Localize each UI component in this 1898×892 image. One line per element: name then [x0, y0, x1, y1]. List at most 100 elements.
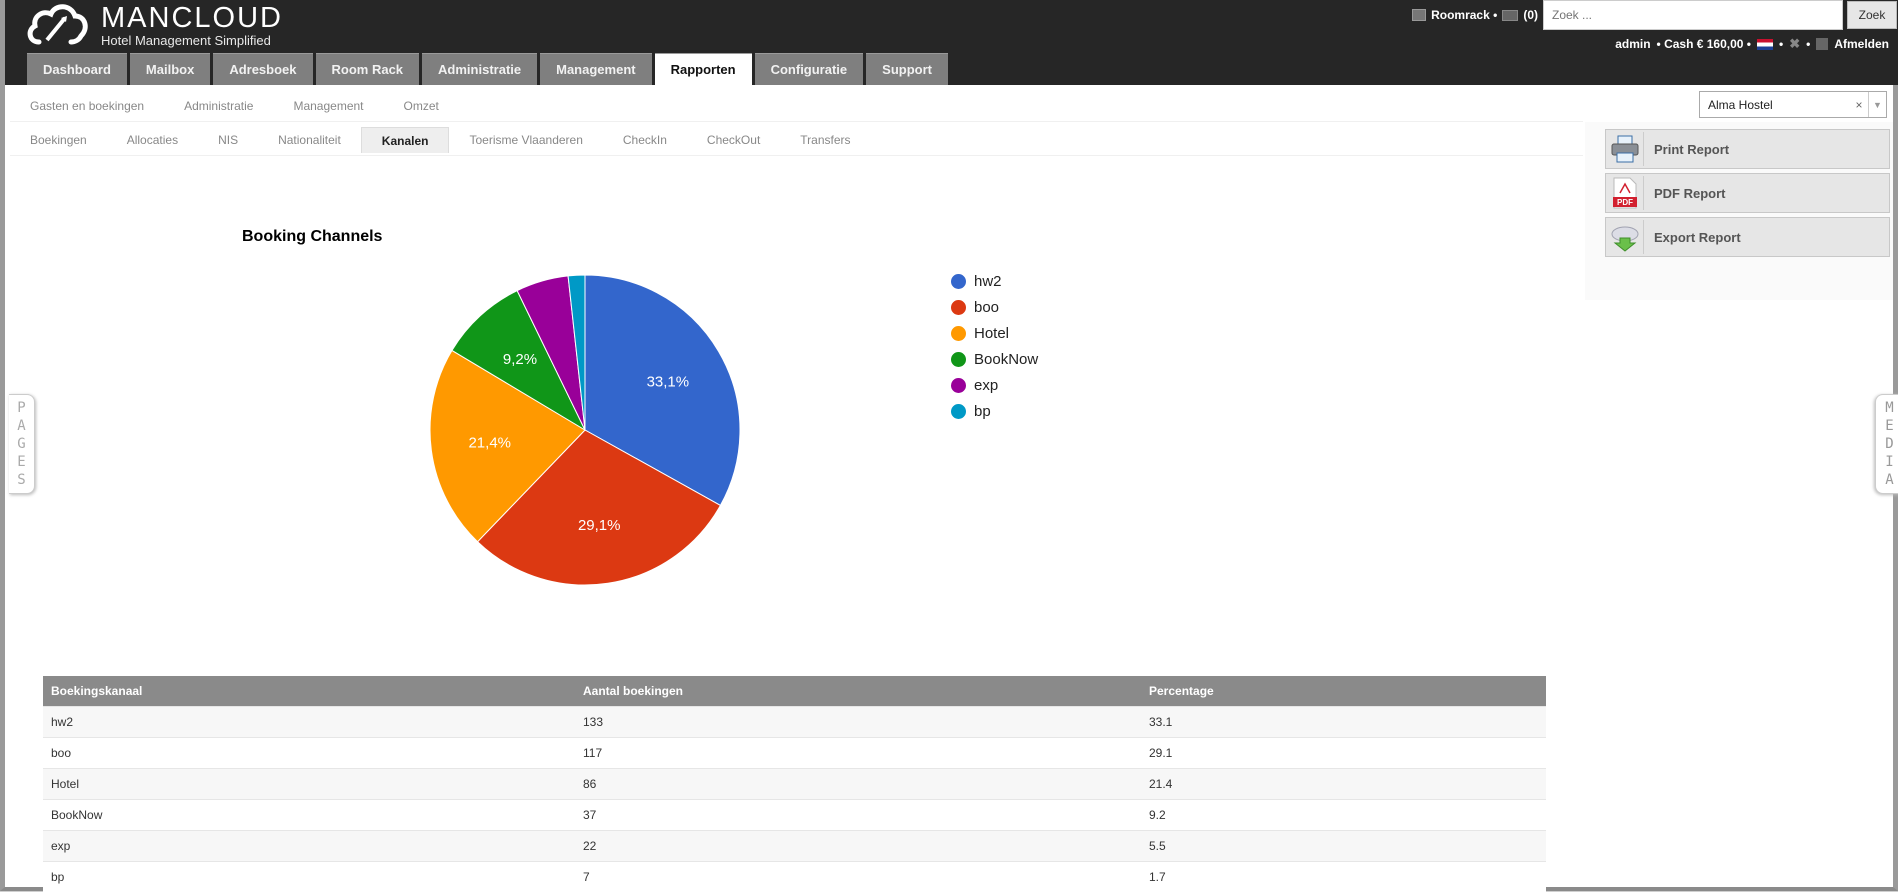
header-bar: MANCLOUD Hotel Management Simplified Roo… — [5, 0, 1898, 85]
subnav-administratie[interactable]: Administratie — [184, 98, 254, 113]
table-row: boo 117 29.1 — [43, 736, 1546, 768]
pie-chart[interactable]: 33,1% 29,1% 21,4% 9,2% — [427, 272, 743, 588]
subtab-nationaliteit[interactable]: Nationaliteit — [278, 133, 341, 147]
media-side-tab[interactable]: M E D I A — [1875, 394, 1898, 494]
table-row: Hotel 86 21.4 — [43, 767, 1546, 799]
channels-table: Boekingskanaal Aantal boekingen Percenta… — [43, 676, 1546, 892]
col-aantal-boekingen[interactable]: Aantal boekingen — [575, 676, 1141, 706]
clear-icon[interactable]: × — [1855, 97, 1863, 112]
pdf-report-button[interactable]: PDF PDF Report — [1605, 173, 1890, 213]
subnav-gasten-en-boekingen[interactable]: Gasten en boekingen — [30, 98, 145, 113]
legend-dot-icon — [951, 325, 966, 341]
flag-nl-icon[interactable] — [1757, 38, 1773, 50]
tab-dashboard[interactable]: Dashboard — [27, 53, 127, 85]
tab-room-rack[interactable]: Room Rack — [315, 53, 420, 85]
legend-item-hotel[interactable]: Hotel — [951, 320, 1038, 346]
tab-configuratie[interactable]: Configuratie — [754, 53, 864, 85]
legend-item-booknow[interactable]: BookNow — [951, 346, 1038, 372]
mail-icon — [1502, 9, 1519, 21]
legend-label: exp — [974, 376, 999, 394]
pdf-icon: PDF — [1606, 176, 1644, 210]
subtab-checkin[interactable]: CheckIn — [622, 133, 667, 147]
report-type-nav: Boekingen Allocaties NIS Nationaliteit K… — [10, 125, 1583, 156]
tab-rapporten[interactable]: Rapporten — [654, 53, 752, 85]
legend-label: boo — [974, 298, 1000, 316]
legend-dot-icon — [951, 377, 966, 393]
user-name[interactable]: admin — [1615, 37, 1651, 51]
legend-dot-icon — [951, 351, 966, 367]
app-tagline: Hotel Management Simplified — [101, 32, 271, 48]
user-bar: admin • Cash € 160,00 • • ✖ • Afmelden — [1615, 36, 1889, 51]
mail-link[interactable]: (0) — [1497, 8, 1538, 22]
legend-label: hw2 — [974, 272, 1002, 290]
subnav-management[interactable]: Management — [293, 98, 364, 113]
pie-slice-hw2[interactable] — [584, 274, 741, 507]
hotel-select[interactable]: Alma Hostel × ▼ — [1699, 91, 1887, 118]
report-actions-panel: Print Report PDF PDF Report Export Repor… — [1585, 122, 1893, 300]
hotel-select-value: Alma Hostel — [1708, 97, 1773, 112]
chart-legend: hw2 boo Hotel BookNow exp bp — [951, 268, 1038, 424]
subtab-nis[interactable]: NIS — [218, 133, 239, 147]
legend-label: Hotel — [974, 324, 1010, 342]
chevron-down-icon[interactable]: ▼ — [1868, 92, 1886, 117]
subtab-boekingen[interactable]: Boekingen — [30, 133, 87, 147]
tab-support[interactable]: Support — [866, 53, 948, 85]
printer-icon — [1606, 132, 1644, 166]
tab-mailbox[interactable]: Mailbox — [129, 53, 211, 85]
table-row: bp 7 1.7 — [43, 860, 1546, 892]
export-report-button[interactable]: Export Report — [1605, 217, 1890, 257]
legend-dot-icon — [951, 273, 966, 289]
subtab-kanalen[interactable]: Kanalen — [360, 127, 450, 153]
legend-label: bp — [974, 402, 991, 420]
legend-label: BookNow — [974, 350, 1039, 368]
roomrack-link[interactable]: Roomrack • — [1412, 8, 1497, 22]
table-header-row: Boekingskanaal Aantal boekingen Percenta… — [43, 676, 1546, 706]
legend-item-boo[interactable]: boo — [951, 294, 1038, 320]
cloud-logo-icon — [27, 4, 88, 45]
legend-dot-icon — [951, 403, 966, 419]
subtab-toerisme-vlaanderen[interactable]: Toerisme Vlaanderen — [469, 133, 583, 147]
subnav-omzet[interactable]: Omzet — [403, 98, 439, 113]
table-row: BookNow 37 9.2 — [43, 798, 1546, 830]
cloud-download-icon — [1606, 220, 1644, 254]
pie-slice-booknow[interactable] — [451, 289, 587, 432]
cash-balance: • Cash € 160,00 • — [1656, 37, 1751, 51]
pie-slice-boo[interactable] — [476, 429, 722, 586]
pages-side-tab[interactable]: P A G E S — [9, 394, 35, 494]
main-nav: Dashboard Mailbox Adresboek Room Rack Ad… — [27, 53, 948, 85]
pie-slice-bp[interactable] — [567, 274, 586, 431]
legend-item-hw2[interactable]: hw2 — [951, 268, 1038, 294]
slice-label: 33,1% — [647, 373, 690, 390]
slice-label: 29,1% — [578, 517, 621, 534]
report-category-nav: Gasten en boekingen Administratie Manage… — [10, 90, 1583, 122]
tools-icon[interactable]: ✖ — [1789, 36, 1801, 51]
chart-title: Booking Channels — [242, 228, 383, 245]
logo[interactable]: MANCLOUD Hotel Management Simplified — [25, 0, 283, 50]
logout-icon — [1816, 38, 1829, 50]
logout-link[interactable]: Afmelden — [1834, 37, 1889, 51]
col-boekingskanaal[interactable]: Boekingskanaal — [43, 676, 575, 706]
subtab-allocaties[interactable]: Allocaties — [126, 133, 179, 147]
legend-item-bp[interactable]: bp — [951, 398, 1038, 424]
search-button[interactable]: Zoek — [1847, 1, 1897, 29]
subtab-checkout[interactable]: CheckOut — [706, 133, 761, 147]
tab-adresboek[interactable]: Adresboek — [213, 53, 313, 85]
tab-management[interactable]: Management — [540, 53, 652, 85]
slice-label: 21,4% — [468, 435, 511, 452]
slice-label: 9,2% — [503, 351, 537, 368]
top-actions: Roomrack • (0) Zoek — [1412, 0, 1898, 30]
pie-slice-hotel[interactable] — [429, 349, 586, 543]
legend-item-exp[interactable]: exp — [951, 372, 1038, 398]
col-percentage[interactable]: Percentage — [1141, 676, 1546, 706]
tab-administratie[interactable]: Administratie — [422, 53, 538, 85]
svg-text:PDF: PDF — [1617, 198, 1633, 207]
legend-dot-icon — [951, 299, 966, 315]
table-row: exp 22 5.5 — [43, 829, 1546, 861]
table-row: hw2 133 33.1 — [43, 705, 1546, 737]
calendar-icon — [1412, 9, 1427, 21]
search-input[interactable] — [1543, 0, 1843, 30]
subtab-transfers[interactable]: Transfers — [800, 133, 851, 147]
app-name: MANCLOUD — [101, 1, 283, 34]
print-report-button[interactable]: Print Report — [1605, 129, 1890, 169]
